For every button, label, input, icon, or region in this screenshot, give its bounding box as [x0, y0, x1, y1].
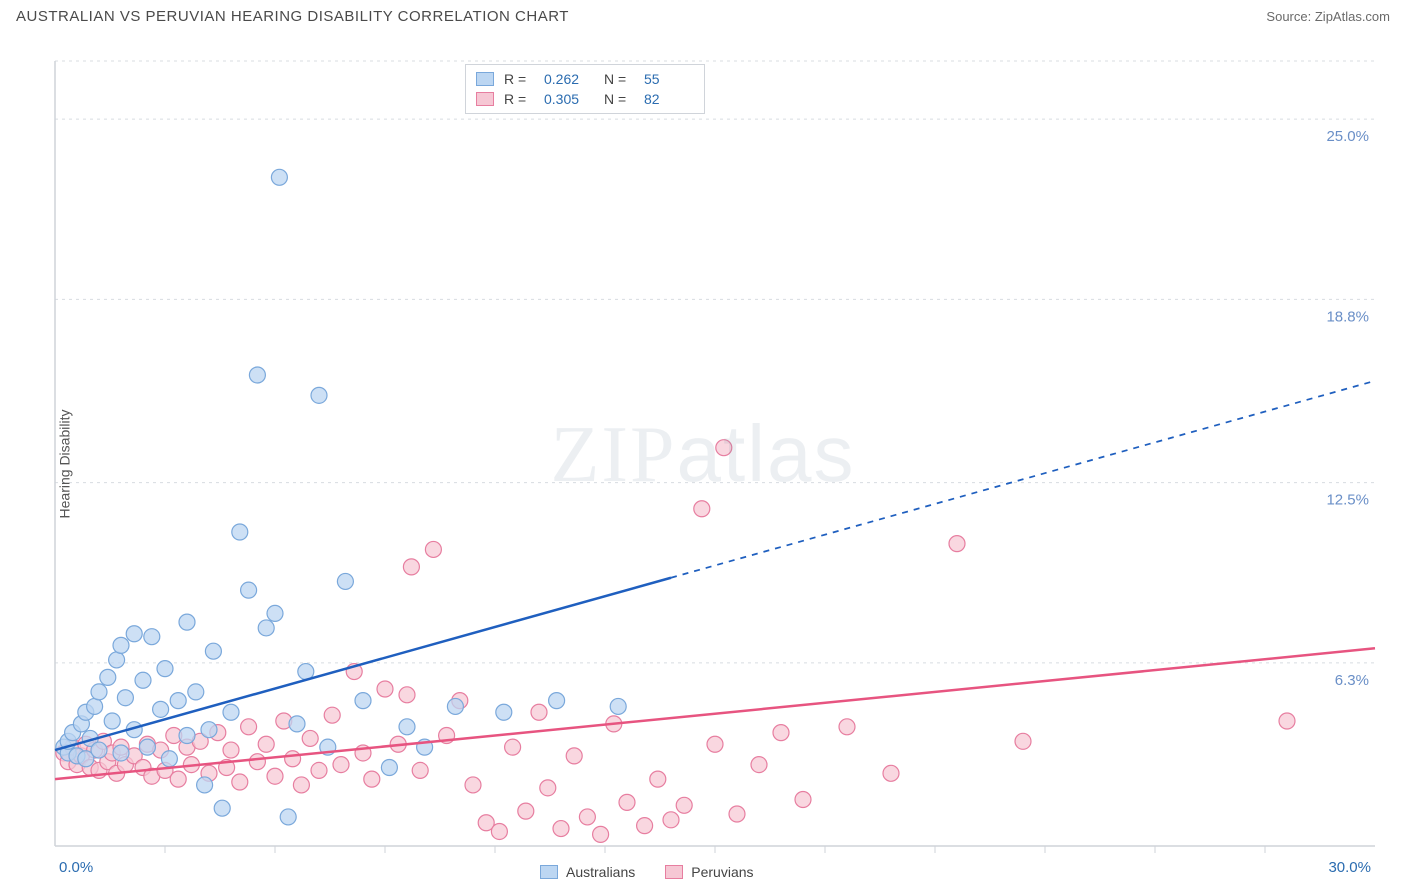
legend-series-item: Australians — [540, 864, 635, 880]
y-axis-label: Hearing Disability — [56, 410, 72, 519]
legend-n-label: N = — [604, 71, 634, 87]
svg-text:0.0%: 0.0% — [59, 859, 93, 876]
legend-stat-row: R = 0.305 N = 82 — [476, 89, 694, 109]
legend-series-item: Peruvians — [665, 864, 753, 880]
chart-title: AUSTRALIAN VS PERUVIAN HEARING DISABILIT… — [16, 8, 569, 25]
legend-swatch — [665, 865, 683, 879]
source-prefix: Source: — [1266, 9, 1311, 24]
chart-header: AUSTRALIAN VS PERUVIAN HEARING DISABILIT… — [0, 0, 1406, 29]
legend-swatch — [476, 92, 494, 106]
legend-r-value: 0.262 — [544, 71, 594, 87]
chart-area: Hearing Disability 6.3% 12.5% 18.8% 25.0% 0.… — [0, 36, 1406, 892]
source-label-wrap: Source: ZipAtlas.com — [1266, 9, 1390, 24]
legend-r-value: 0.305 — [544, 91, 594, 107]
legend-swatch — [540, 865, 558, 879]
svg-text:6.3%: 6.3% — [1335, 672, 1369, 689]
legend-series: Australians Peruvians — [540, 864, 754, 880]
svg-text:30.0%: 30.0% — [1328, 859, 1371, 876]
svg-text:12.5%: 12.5% — [1326, 492, 1369, 509]
legend-stat-row: R = 0.262 N = 55 — [476, 69, 694, 89]
legend-n-value: 82 — [644, 91, 694, 107]
legend-swatch — [476, 72, 494, 86]
legend-r-label: R = — [504, 91, 534, 107]
source-link[interactable]: ZipAtlas.com — [1315, 9, 1390, 24]
legend-series-name: Australians — [566, 864, 635, 880]
legend-n-value: 55 — [644, 71, 694, 87]
legend-stats: R = 0.262 N = 55 R = 0.305 N = 82 — [465, 64, 705, 114]
svg-text:18.8%: 18.8% — [1326, 308, 1369, 325]
svg-text:25.0%: 25.0% — [1326, 128, 1369, 145]
legend-series-name: Peruvians — [691, 864, 753, 880]
scatter-plot: 6.3% 12.5% 18.8% 25.0% 0.0% 30.0% — [0, 36, 1406, 892]
legend-n-label: N = — [604, 91, 634, 107]
legend-r-label: R = — [504, 71, 534, 87]
